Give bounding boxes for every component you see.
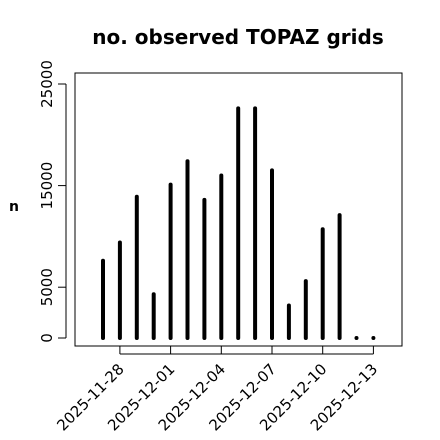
x-axis: 2025-11-282025-12-012025-12-042025-12-07… bbox=[53, 346, 381, 434]
y-tick-label: 15000 bbox=[38, 162, 56, 210]
y-axis: 0 5000 15000 25000 bbox=[38, 60, 67, 343]
chart-title: no. observed TOPAZ grids bbox=[92, 25, 383, 49]
bar bbox=[354, 336, 359, 340]
bar bbox=[371, 336, 376, 340]
plot-frame bbox=[74, 72, 403, 347]
y-tick-label: 0 bbox=[38, 333, 56, 343]
y-axis-label: n bbox=[9, 199, 19, 215]
y-tick-label: 5000 bbox=[38, 268, 56, 306]
y-tick-label: 25000 bbox=[38, 60, 56, 108]
bars bbox=[101, 106, 376, 340]
